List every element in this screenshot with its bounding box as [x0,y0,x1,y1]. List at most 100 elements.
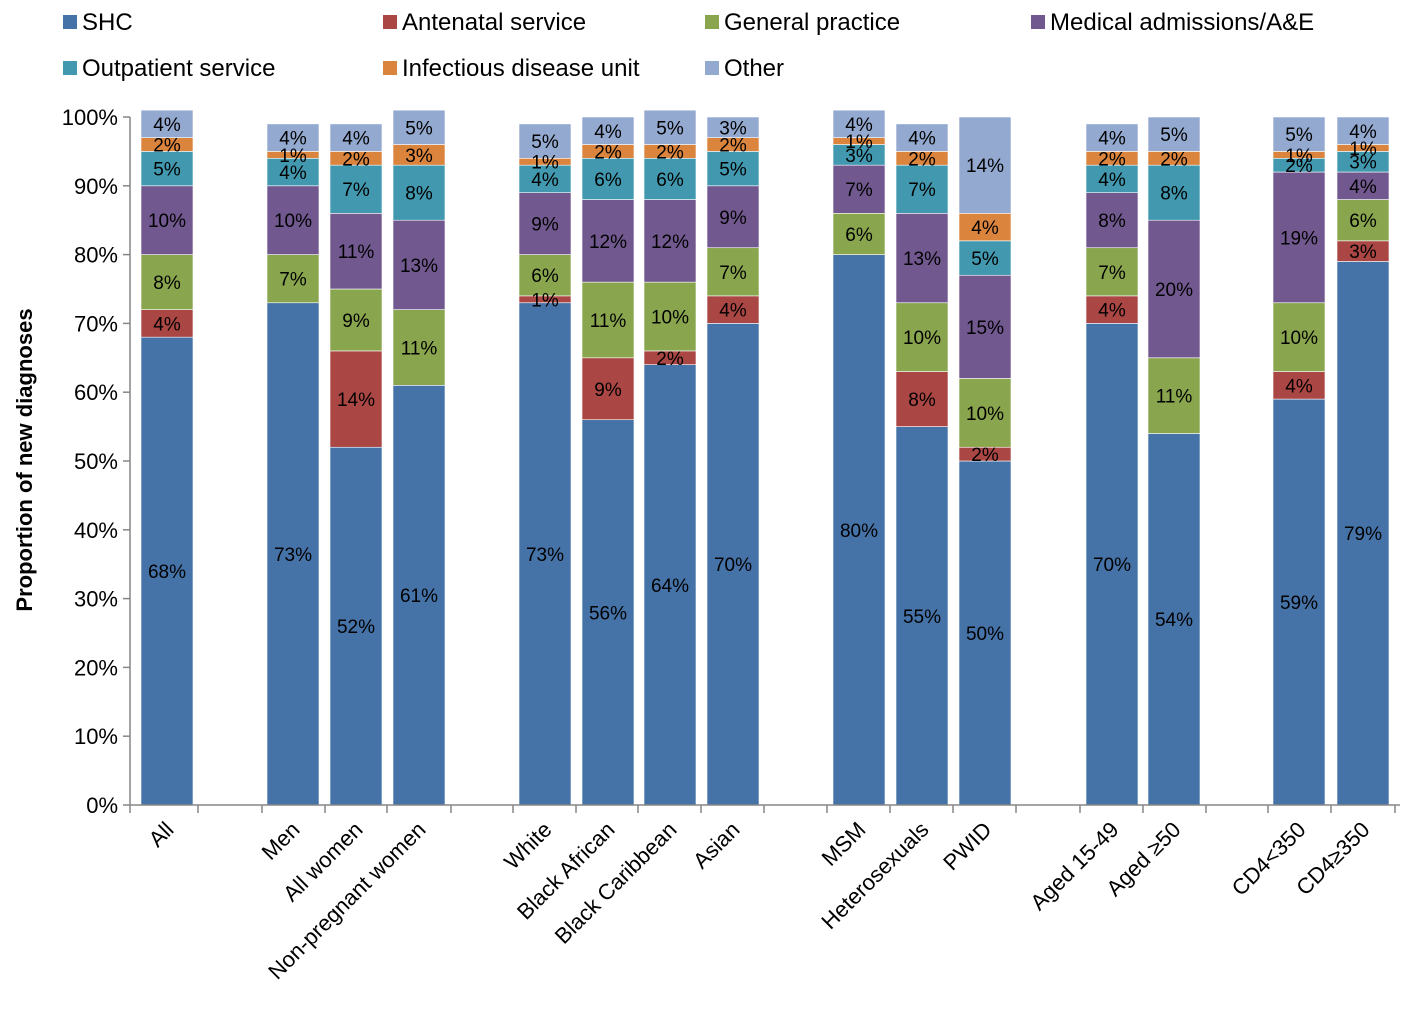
data-label-general-practice: 11% [1156,387,1193,408]
data-label-outpatient-service: 4% [1098,170,1126,191]
bar-segment-outpatient-service [266,157,320,187]
data-label-antenatal-service: 4% [1285,376,1313,397]
bar-segment-medical-admissions-a-e [329,213,383,290]
data-label-general-practice: 10% [1280,328,1318,349]
bar-segment-other [140,109,194,138]
data-label-other: 4% [1349,122,1377,143]
data-label-outpatient-service: 5% [971,249,999,270]
legend-item-shc: SHC [63,9,133,36]
bar-stack-all: 68%4%8%10%5%2%4% [140,109,194,806]
data-label-shc: 59% [1280,593,1318,614]
data-label-antenatal-service: 9% [594,380,622,401]
bar-stack-msm: 80% 6% 7% 3%1%4% [832,109,886,806]
bar-segment-general-practice [518,254,572,297]
bar-segment-medical-admissions-a-e [643,199,697,283]
data-label-outpatient-service: 6% [594,170,622,191]
data-label-antenatal-service: 8% [908,390,936,411]
data-label-outpatient-service: 8% [1160,184,1188,205]
bar-segment-medical-admissions-a-e [1336,171,1390,200]
x-tick-label-white: White [499,817,556,874]
data-label-other: 5% [1285,125,1313,146]
data-label-shc: 61% [400,586,438,607]
data-label-medical-admissions-a-e: 13% [903,249,941,270]
bar-segment-other [895,123,949,152]
legend-label: Other [724,55,784,82]
data-label-infectious-disease-unit: 2% [656,142,684,163]
data-label-other: 14% [966,156,1004,177]
data-label-antenatal-service: 4% [1098,301,1126,322]
data-label-shc: 70% [1093,555,1131,576]
data-label-antenatal-service: 2% [656,349,684,370]
data-label-shc: 54% [1155,610,1193,631]
legend: SHC Antenatal service General practice Medi… [63,9,1314,82]
data-label-infectious-disease-unit: 2% [342,149,370,170]
data-label-infectious-disease-unit: 2% [1098,149,1126,170]
bar-segment-other [706,116,760,138]
bar-segment-antenatal-service [329,350,383,448]
legend-item-antenatal-service: Antenatal service [383,9,586,36]
data-label-shc: 73% [526,545,564,566]
bar-segment-shc [1147,433,1201,806]
data-label-shc: 50% [966,624,1004,645]
data-label-other: 4% [153,115,181,136]
y-tick-label: 60% [74,380,118,405]
data-label-antenatal-service: 14% [337,390,375,411]
bar-segment-general-practice [1336,199,1390,242]
data-label-other: 5% [531,132,559,153]
data-label-outpatient-service: 4% [279,163,307,184]
data-label-antenatal-service: 2% [971,445,999,466]
data-label-other: 3% [719,118,747,139]
bar-stack-cd4-350: 79%3%6%4%3%1%4% [1336,116,1390,806]
x-tick-label-msm: MSM [817,817,871,871]
bar-segment-antenatal-service [706,295,760,324]
data-label-infectious-disease-unit: 1% [1285,146,1313,167]
bar-segment-medical-admissions-a-e [895,213,949,304]
bar-segment-antenatal-service [1272,371,1326,400]
bar-segment-other [1272,116,1326,152]
data-label-outpatient-service: 3% [1349,153,1377,174]
data-label-shc: 55% [903,607,941,628]
x-tick-label-men: Men [257,817,305,865]
data-label-other: 5% [405,118,433,139]
bar-segment-general-practice [329,288,383,352]
bar-segment-general-practice [706,247,760,297]
data-label-outpatient-service: 7% [342,180,370,201]
bar-stack-heterosexuals: 55% 8% 10% 13% 7% 2%4% [895,123,949,806]
bar-segment-other [581,116,635,145]
bar-segment-general-practice [1147,357,1201,434]
bar-stack-men: 73% 7% 10% 4%1%4% [266,123,320,806]
data-label-infectious-disease-unit: 2% [594,142,622,163]
x-tick-label-pwid: PWID [938,817,996,875]
data-label-general-practice: 11% [590,311,627,332]
legend-label: SHC [82,9,133,36]
legend-swatch [705,15,719,29]
data-label-general-practice: 10% [966,404,1004,425]
legend-item-other: Other [705,55,784,82]
bar-segment-other [958,116,1012,214]
bar-segment-shc [1085,323,1139,806]
legend-swatch [705,61,719,75]
bar-segment-outpatient-service [1147,164,1201,221]
data-label-infectious-disease-unit: 2% [719,136,747,157]
bar-segment-other [1336,116,1390,145]
data-label-outpatient-service: 6% [656,170,684,191]
data-label-outpatient-service: 2% [1285,156,1313,177]
bar-segment-general-practice [1085,247,1139,297]
bar-segment-medical-admissions-a-e [958,274,1012,379]
bar-segment-shc [329,446,383,806]
bar-segment-shc [392,385,446,806]
bar-segment-outpatient-service [140,151,194,187]
bar-segment-other [643,109,697,145]
bar-stack-non-pregnant-women: 61% 11% 13% 8% 3% 5% [392,109,446,806]
bar-segment-other [266,123,320,152]
legend-swatch [63,15,77,29]
y-tick-label: 100% [62,105,118,130]
data-label-other: 4% [279,129,307,150]
data-label-outpatient-service: 5% [153,160,181,181]
data-label-general-practice: 7% [719,263,747,284]
legend-swatch [63,61,77,75]
bar-segment-shc [832,254,886,806]
data-label-medical-admissions-a-e: 7% [845,180,873,201]
bar-segment-outpatient-service [392,164,446,221]
